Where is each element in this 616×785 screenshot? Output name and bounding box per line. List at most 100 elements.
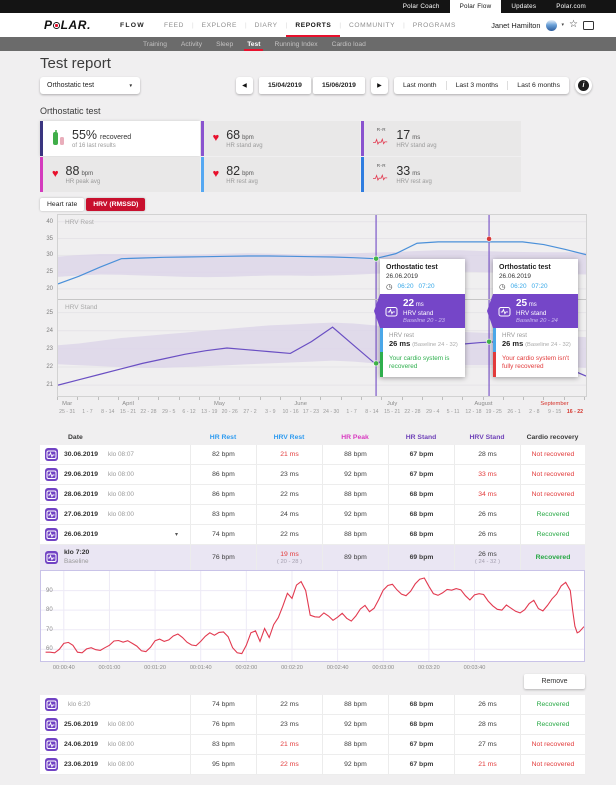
table-row[interactable]: 23.06.2019 klo 08:00 95 bpm 22 ms 92 bpm 67 b… [40, 755, 585, 775]
nav-item-reports[interactable]: REPORTS [286, 13, 341, 37]
range-button-last-3-months[interactable]: Last 3 months [455, 82, 499, 89]
feedback-icon[interactable] [583, 20, 594, 30]
axis-tick [443, 397, 464, 400]
nav-item-diary[interactable]: DIARY [254, 21, 278, 29]
card-unit: bpm [242, 171, 254, 177]
topbar-link-polar-coach[interactable]: Polar Coach [402, 3, 440, 10]
info-button[interactable]: i [575, 77, 592, 94]
tab-hrv-rmssd[interactable]: HRV (RMSSD) [86, 198, 146, 211]
test-heart-rate-chart[interactable]: 90 80 70 60 [40, 570, 585, 662]
axis-week-label: 26 - 1 [507, 409, 521, 415]
value-cell: 27 ms [454, 735, 520, 754]
orthostatic-test-icon [45, 758, 58, 771]
expand-caret-icon[interactable]: ▾ [174, 532, 178, 538]
recovery-message: Your cardio system is recovered [380, 352, 465, 377]
axis-tick [240, 397, 261, 400]
subnav-item-cardio-load[interactable]: Cardio load [331, 40, 366, 48]
value-cell: 21 ms [454, 755, 520, 774]
row-date: 26.06.2019 [64, 531, 99, 538]
recovery-cell: Not recovered [520, 465, 585, 484]
nav-item-programs[interactable]: PROGRAMS [412, 21, 457, 29]
chevron-down-icon[interactable]: ▾ [561, 22, 565, 28]
subnav-item-training[interactable]: Training [143, 40, 167, 48]
stand-label: HRV stand [516, 310, 547, 317]
stand-unit: ms [527, 302, 537, 308]
axis-week-label: 29 - 4 [426, 409, 440, 415]
value-cell: 19 ms( 20 - 28 ) [256, 545, 322, 570]
column-header-hrv-rest: HRV Rest [273, 434, 305, 441]
table-row[interactable]: 26.06.2019 ▾ 74 bpm 22 ms 88 bpm 68 bpm 26 ms R… [40, 525, 585, 545]
orthostatic-test-icon [45, 528, 58, 541]
subnav-item-running-index[interactable]: Running Index [274, 40, 318, 48]
prev-period-button[interactable]: ◀ [235, 77, 253, 94]
value-cell: 92 bpm [322, 465, 388, 484]
value-cell: 26 ms( 24 - 32 ) [454, 545, 520, 570]
topbar-link-updates[interactable]: Updates [511, 3, 537, 10]
recovery-cell: Not recovered [520, 735, 585, 754]
card-value: 17 [396, 128, 411, 142]
subnav-item-activity[interactable]: Activity [180, 40, 203, 48]
table-row[interactable]: 24.06.2019 klo 08:00 83 bpm 21 ms 88 bpm 67 b… [40, 735, 585, 755]
tab-heart-rate[interactable]: Heart rate [40, 198, 85, 211]
recovery-cell: Recovered [520, 715, 585, 734]
nav-item-feed[interactable]: FEED [164, 21, 184, 29]
remove-button[interactable]: Remove [524, 674, 585, 689]
hrv-stand-label: HRV Stand [65, 304, 98, 311]
table-row[interactable]: 28.06.2019 klo 08:00 86 bpm 22 ms 88 bpm 68 b… [40, 485, 585, 505]
orthostatic-test-icon [45, 718, 58, 731]
nav-item-community[interactable]: COMMUNITY [349, 21, 396, 29]
stand-baseline: Baseline 20 - 24 [516, 318, 558, 324]
avatar[interactable] [545, 19, 557, 31]
table-row[interactable]: 25.06.2019 klo 08:00 76 bpm 23 ms 92 bpm 68 b… [40, 715, 585, 735]
stand-unit: ms [414, 302, 424, 308]
card-suffix: recovered [100, 134, 132, 141]
subnav-item-test[interactable]: Test [240, 37, 267, 51]
next-period-button[interactable]: ▶ [370, 77, 388, 94]
user-name[interactable]: Janet Hamilton [491, 20, 541, 30]
topbar-link-polar-flow[interactable]: Polar Flow [449, 0, 502, 13]
hr-x-axis-label: 00:03:40 [463, 665, 486, 671]
range-button-last-6-months[interactable]: Last 6 months [517, 82, 560, 89]
card-label: HR rest avg [226, 179, 258, 185]
date-to-input[interactable]: 15/06/2019 [312, 77, 365, 94]
axis-tick [119, 397, 140, 400]
value-cell: 21 ms [256, 735, 322, 754]
nav-item-explore[interactable]: EXPLORE [201, 21, 237, 29]
table-row[interactable]: klo 6:20 74 bpm 22 ms 88 bpm 68 bpm 26 ms Reco… [40, 695, 585, 715]
y-axis-label: 20 [46, 285, 53, 292]
product-name: FLOW [120, 22, 145, 29]
summary-card-hrv-rest-avg: R-R 33 ms HRV rest avg [361, 157, 521, 192]
stand-value: 22 [403, 298, 415, 309]
axis-months: Mar April May June July August September [57, 401, 585, 408]
value-cell: 92 bpm [322, 755, 388, 774]
rest-baseline: (Baseline 24 - 32) [525, 342, 571, 348]
subnav-item-sleep[interactable]: Sleep [216, 40, 234, 48]
axis-tick [342, 397, 362, 400]
value-cell: 26 ms [454, 525, 520, 544]
axis-month-august: August [474, 401, 493, 407]
test-tooltip: Orthostatic test 26.06.2019 ◷ 06:20 07:20 25 … [487, 259, 578, 377]
polar-logo[interactable]: P LAR. [44, 18, 92, 32]
axis-tick [403, 397, 423, 400]
table-row[interactable]: 27.06.2019 klo 08:00 83 bpm 24 ms 92 bpm 68 b… [40, 505, 585, 525]
table-row[interactable]: 29.06.2019 klo 08:00 86 bpm 23 ms 92 bpm 67 b… [40, 465, 585, 485]
recovery-cell: Not recovered [520, 755, 585, 774]
date-from-input[interactable]: 15/04/2019 [258, 77, 311, 94]
main-nav: FEED | EXPLORE | DIARY | REPORTS | COMMUNITY | PRO… [162, 13, 458, 37]
axis-week-label: 3 - 9 [265, 409, 276, 415]
range-button-last-month[interactable]: Last month [402, 82, 437, 89]
tooltip-title: Orthostatic test [386, 264, 438, 271]
hr-x-axis-label: 00:01:20 [144, 665, 166, 671]
card-value: 33 [396, 164, 411, 178]
value-cell: 74 bpm [190, 695, 256, 714]
test-type-dropdown[interactable]: Orthostatic test ▼ [40, 77, 140, 94]
value-cell: 83 bpm [190, 735, 256, 754]
value-cell: 21 ms [256, 445, 322, 464]
top-black-bar: Polar Coach Polar Flow Updates Polar.com [0, 0, 616, 13]
favorites-star-icon[interactable]: ☆ [569, 19, 578, 30]
axis-week-label: 2 - 8 [529, 409, 540, 415]
table-row[interactable]: klo 7:20 Baseline 76 bpm 19 ms( 20 - 28 ) 89… [40, 545, 585, 571]
topbar-link-polar-com[interactable]: Polar.com [556, 3, 586, 10]
rr-interval-icon: R-R [373, 127, 389, 150]
table-row[interactable]: 30.06.2019 klo 08:07 82 bpm 21 ms 88 bpm 67 b… [40, 445, 585, 465]
